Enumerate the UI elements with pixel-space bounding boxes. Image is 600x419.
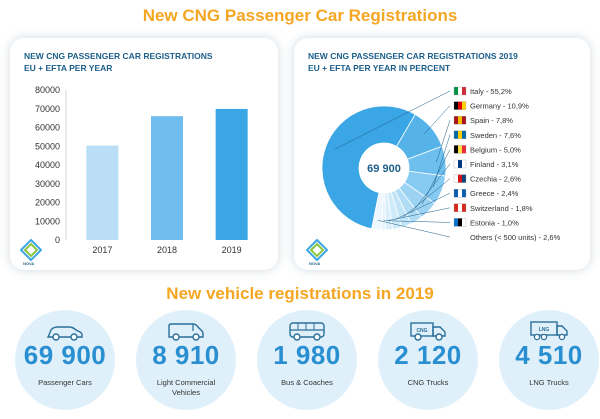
leader-line [432,134,451,188]
stat-light-commercial-vehicles: 8 910 Light Commercial Vehicles [136,310,236,410]
y-tick-label: 50000 [35,141,60,151]
legend-label: Estonia - 1,0% [470,218,519,227]
bar-chart-card: NEW CNG PASSENGER CAR REGISTRATIONS EU +… [10,38,278,270]
lng-truck-icon: LNG [530,321,568,341]
van-icon [168,323,204,341]
leader-line [424,105,451,135]
bar-value-label: 66 031 [153,106,181,116]
leader-line [388,207,451,221]
stat-lng-trucks: LNG 4 510 LNG Trucks [499,310,599,410]
bar-value-label: 50 353 [89,136,117,146]
flag-icon [453,130,467,139]
stat-passenger-cars: 69 900 Passenger Cars [15,310,115,410]
legend-label: Others (< 500 units) - 2,6% [470,233,561,242]
stat-label: Light Commercial Vehicles [156,378,216,397]
y-tick-label: 10000 [35,216,60,226]
stat-label: Bus & Coaches [281,378,333,387]
stat-value: 1 980 [273,340,341,370]
y-tick-label: 20000 [35,198,60,208]
y-tick-label: 60000 [35,123,60,133]
flag-icon [453,159,467,169]
car-icon [46,326,83,341]
bar-value-label: 69 900 [218,99,246,109]
donut-chart-title-line1: NEW CNG PASSENGER CAR REGISTRATIONS 2019 [308,51,518,61]
legend-label: Finland - 3,1% [470,160,519,169]
legend-label: Czechia - 2,6% [470,175,521,184]
stat-value: 2 120 [394,340,462,370]
nova-logo-icon [20,239,42,261]
y-tick-label: 40000 [35,160,60,170]
leader-line [383,220,451,223]
legend-label: Germany - 10,9% [470,102,529,111]
nova-logo-text: NOVA [23,261,35,266]
donut-chart-title-line2: EU + EFTA PER YEAR IN PERCENT [308,63,451,73]
leader-line [436,120,451,163]
flag-icon [453,101,467,110]
legend-label: Switzerland - 1,8% [470,204,533,213]
section-title: New vehicle registrations in 2019 [166,284,434,303]
flag-icon [453,116,467,125]
stat-label: CNG Trucks [407,378,449,387]
donut-chart-card: NEW CNG PASSENGER CAR REGISTRATIONS 2019… [294,38,590,270]
bar [151,116,183,240]
donut-chart-title: NEW CNG PASSENGER CAR REGISTRATIONS 2019… [308,50,568,74]
x-tick-label: 2017 [92,245,112,255]
bus-icon [289,322,325,341]
stat-bus-coaches: 1 980 Bus & Coaches [257,310,357,410]
bar-chart-title-line2: EU + EFTA PER YEAR [24,63,113,73]
leader-line [334,90,451,150]
stat-value: 4 510 [515,340,583,370]
donut-center-label: 69 900 [367,163,401,175]
legend-label: Italy - 55,2% [470,87,512,96]
stat-value: 8 910 [152,340,220,370]
flag-icon [453,189,467,198]
bar-chart-title-line1: NEW CNG PASSENGER CAR REGISTRATIONS [24,51,213,61]
legend-label: Spain - 7,8% [470,116,513,125]
leader-line [421,149,451,205]
stat-label: Passenger Cars [38,378,92,387]
x-tick-label: 2018 [157,245,177,255]
page-title: New CNG Passenger Car Registrations [142,6,458,25]
bar [86,145,119,240]
nova-logo-icon [306,239,328,261]
nova-logo-text: NOVA [309,261,321,266]
bar-chart: 0 10000 20000 30000 40000 50000 60000 70000 8000… [35,85,248,255]
flag-icon [453,203,467,212]
y-tick-label: 0 [55,235,60,245]
y-tick-label: 70000 [35,104,60,114]
bar [215,108,248,240]
x-tick-label: 2019 [222,245,242,255]
flag-icon [453,86,467,96]
flag-icon [453,174,467,183]
lng-truck-icon-label: LNG [539,327,550,333]
leader-line [395,192,451,220]
legend-label: Greece - 2,4% [470,189,519,198]
truck-icon: CNG [410,322,446,341]
legend-label: Belgium - 5,0% [470,145,521,154]
truck-icon-label: CNG [416,328,427,334]
y-tick-label: 30000 [35,179,60,189]
bar-chart-title: NEW CNG PASSENGER CAR REGISTRATIONS EU +… [24,50,284,74]
legend-label: Sweden - 7,6% [470,131,521,140]
stat-cng-trucks: CNG 2 120 CNG Trucks [378,310,478,410]
y-tick-label: 80000 [35,85,60,95]
stat-label: LNG Trucks [529,378,569,387]
donut-hole [359,143,409,193]
flag-icon [453,218,467,227]
leader-line [377,220,451,238]
donut-chart: 69 900 Italy - 55,2% Germany - 10,9% Spain … [321,86,561,242]
stat-value: 69 900 [23,340,107,370]
flag-icon [453,145,467,154]
leader-line [402,178,451,218]
